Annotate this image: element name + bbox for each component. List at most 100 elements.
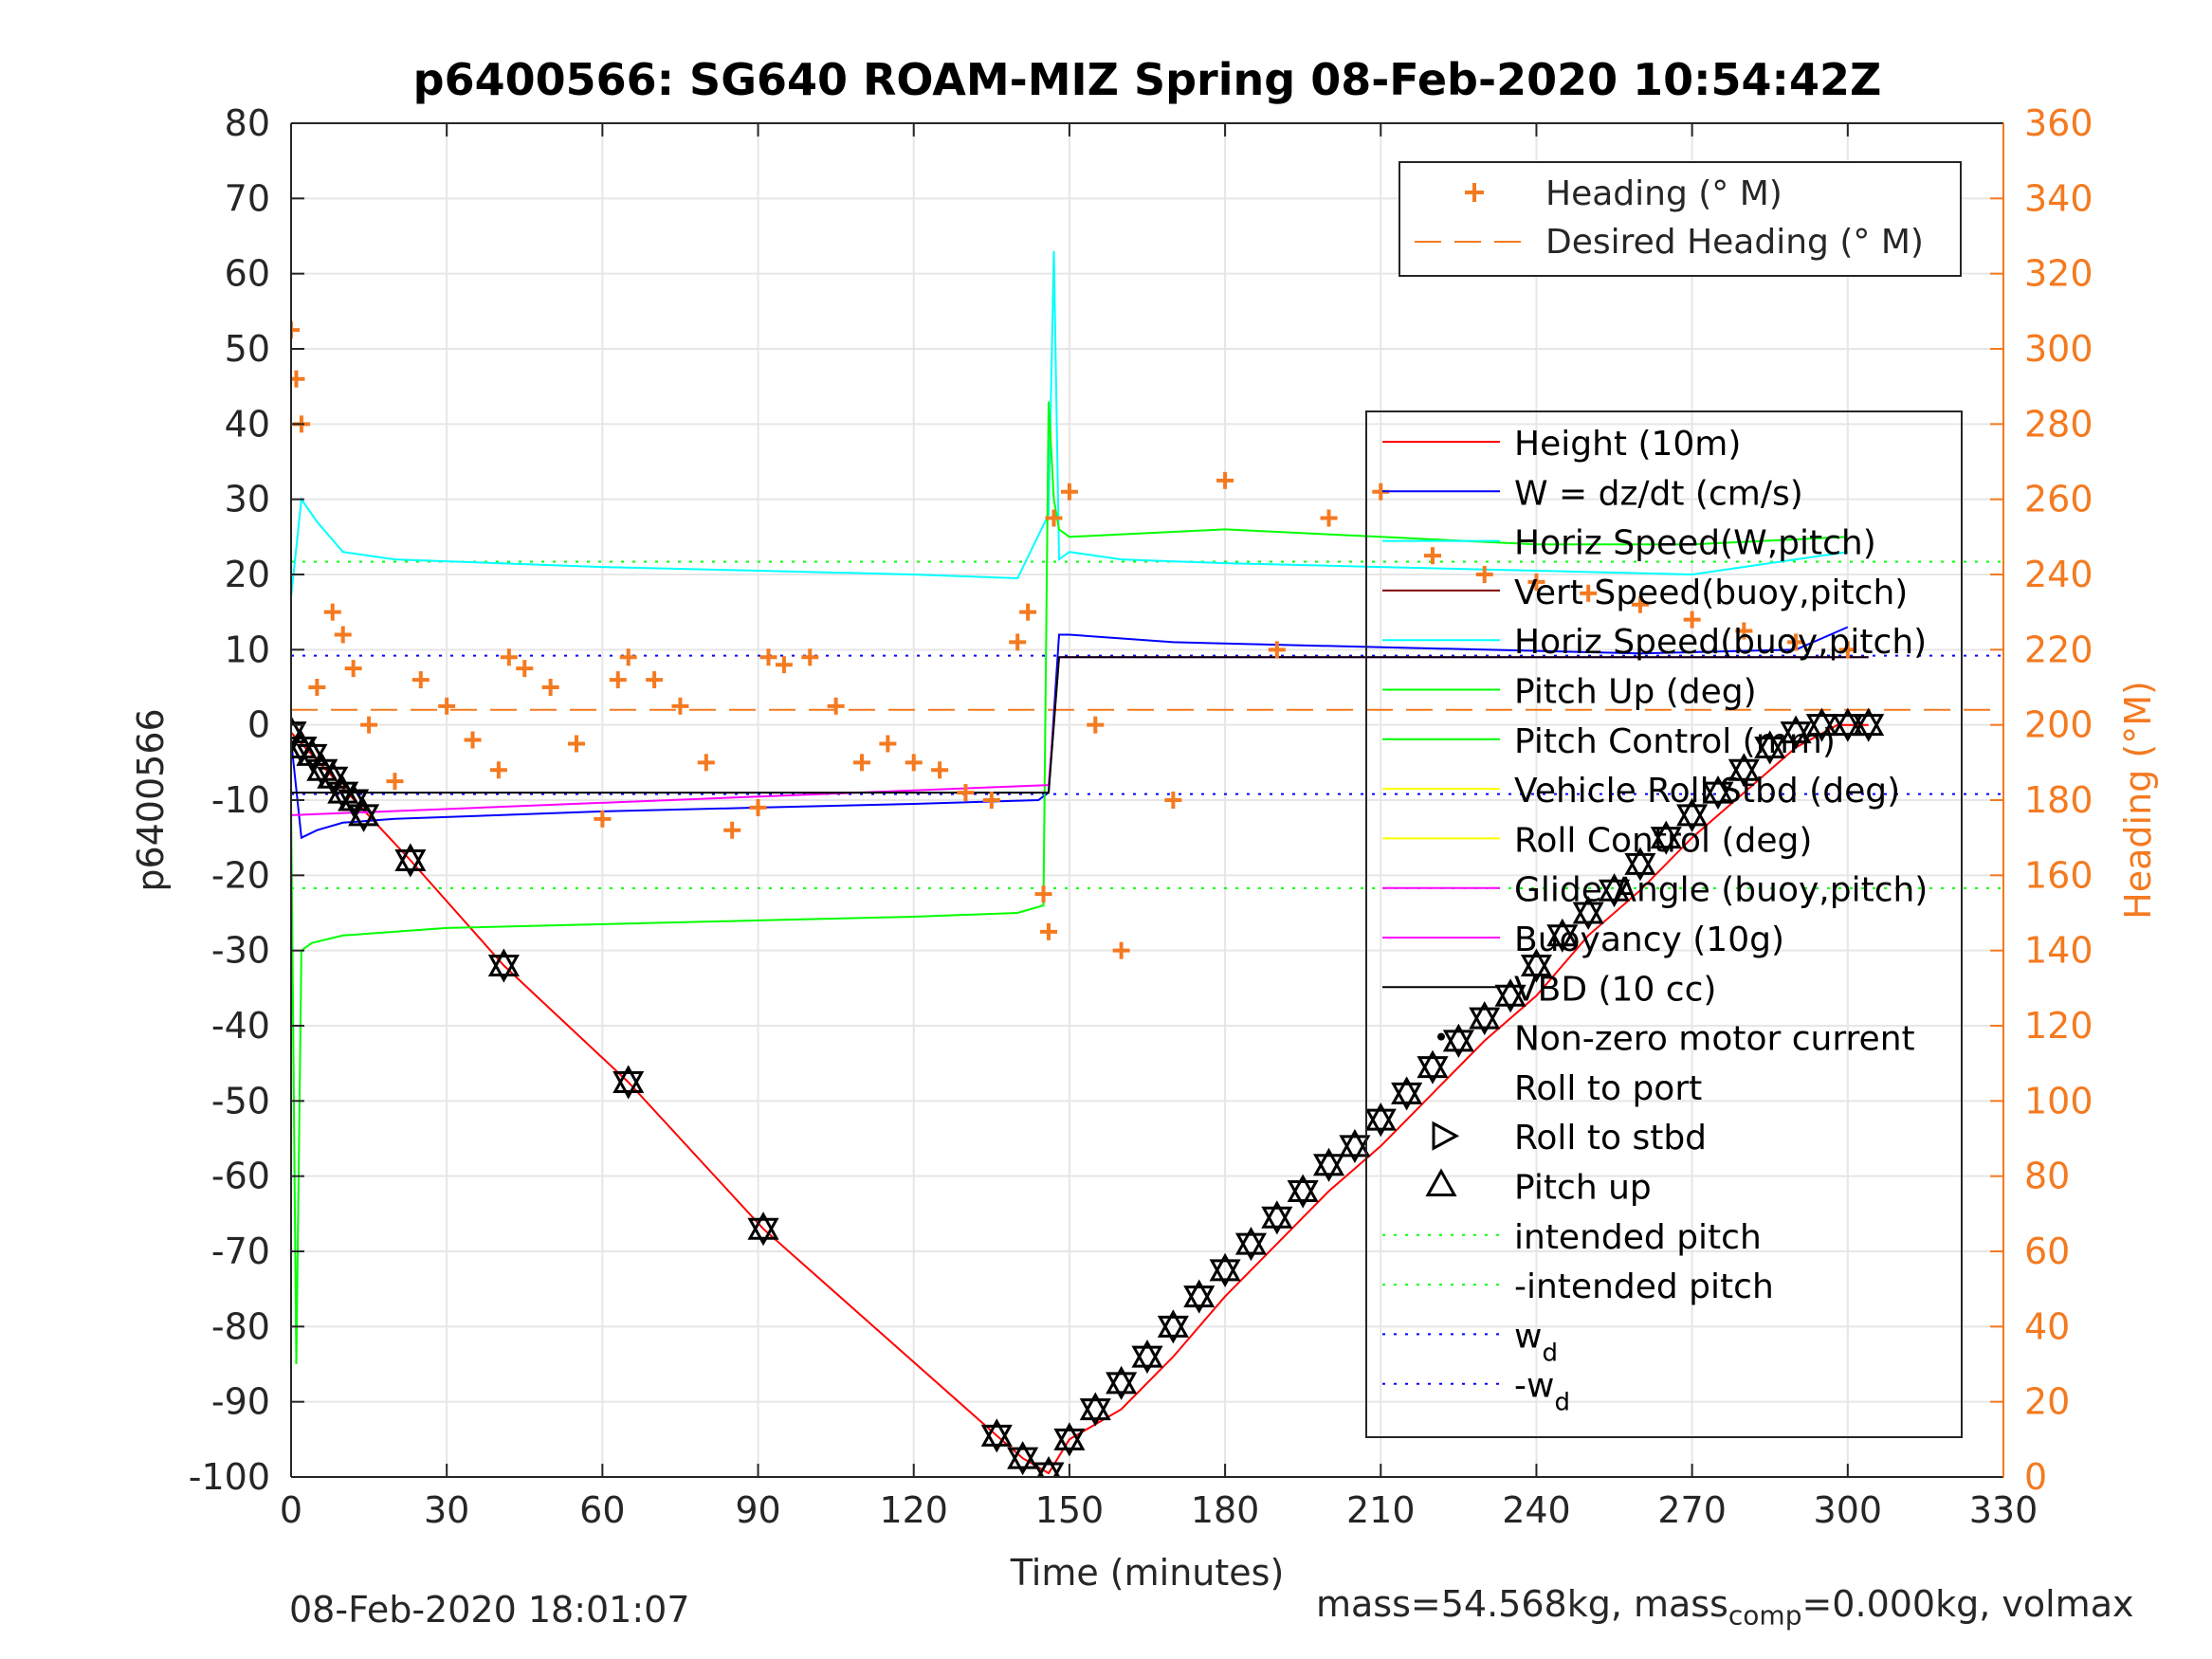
y2-tick-label: 220 xyxy=(2024,629,2093,670)
x-tick-label: 60 xyxy=(579,1489,625,1531)
y2-tick-label: 280 xyxy=(2024,403,2093,445)
pitch-up-marker xyxy=(1728,753,1760,788)
triangle-down xyxy=(394,848,427,878)
heading-point xyxy=(1045,509,1063,527)
heading-point xyxy=(500,648,518,666)
pitch-up-marker xyxy=(1520,948,1553,983)
heading-point xyxy=(438,697,456,715)
pitch-up-marker xyxy=(1754,730,1786,765)
heading-point xyxy=(1683,611,1701,629)
triangle-down xyxy=(1131,1345,1163,1375)
x-tick-label: 90 xyxy=(735,1489,780,1531)
footer-mass-sub: comp xyxy=(1728,1599,1802,1632)
heading-point xyxy=(1268,641,1286,659)
heading-point xyxy=(982,792,1000,809)
triangle-up xyxy=(1209,1252,1241,1282)
heading-point xyxy=(619,648,637,666)
heading-point xyxy=(386,773,404,791)
y-tick-label: -10 xyxy=(211,779,270,821)
triangle-down xyxy=(1209,1259,1241,1287)
series-line-5 xyxy=(291,401,1848,1365)
triangle-down xyxy=(1234,1232,1268,1262)
y-tick-label: -80 xyxy=(211,1305,270,1347)
legend-main-item-3: Vert Speed(buoy,pitch) xyxy=(1514,574,1908,612)
pitch-up-marker xyxy=(1832,707,1864,742)
triangle-up xyxy=(1157,1309,1189,1338)
triangle-up xyxy=(1624,847,1656,875)
y-tick-label: -30 xyxy=(211,930,270,972)
pitch-up-marker xyxy=(1805,707,1838,742)
triangle-up xyxy=(1131,1339,1163,1368)
triangle-up xyxy=(1598,873,1631,902)
pitch-up-marker xyxy=(612,1065,645,1100)
heading-point xyxy=(879,735,897,753)
triangle-down xyxy=(487,955,520,983)
y-tick-label: 40 xyxy=(225,403,270,445)
pitch-up-marker xyxy=(1183,1279,1216,1314)
y2-tick-label: 100 xyxy=(2024,1080,2093,1121)
triangle-down xyxy=(1364,1108,1397,1138)
triangle-down xyxy=(1287,1180,1319,1209)
pitch-up-marker xyxy=(1234,1226,1268,1262)
triangle-down xyxy=(1417,1056,1449,1085)
heading-point xyxy=(594,810,612,828)
y-tick-label: -50 xyxy=(211,1080,270,1121)
triangle-up xyxy=(1832,707,1864,737)
heading-point xyxy=(609,671,627,689)
heading-point xyxy=(1087,716,1105,734)
heading-point xyxy=(723,821,741,839)
heading-point xyxy=(1735,622,1753,640)
triangle-up xyxy=(612,1065,645,1093)
y-tick-label: 70 xyxy=(225,177,270,219)
pitch-up-marker xyxy=(1853,707,1885,742)
x-tick-label: 30 xyxy=(424,1489,469,1531)
pitch-up-marker xyxy=(1312,1147,1345,1182)
pitch-up-marker xyxy=(1469,1000,1501,1036)
triangle-down xyxy=(1650,827,1682,855)
legend-pitch-up-icon xyxy=(1425,1168,1457,1196)
heading-point xyxy=(334,626,352,644)
heading-point xyxy=(759,648,777,666)
y-tick-label: 10 xyxy=(225,629,270,670)
heading-point xyxy=(308,679,326,696)
triangle-up xyxy=(1572,895,1604,924)
y2-tick-label: 0 xyxy=(2024,1456,2047,1498)
series-line-2 xyxy=(291,250,1848,597)
reference-lines xyxy=(291,560,2003,889)
heading-point xyxy=(853,754,870,772)
legend-main-item-5: Pitch Up (deg) xyxy=(1514,673,1757,712)
pitch-up-marker xyxy=(1702,775,1734,811)
pitch-up-marker xyxy=(1650,820,1682,855)
triangle-down xyxy=(1832,714,1864,742)
pitch-up-marker xyxy=(747,1212,779,1247)
triangle-up xyxy=(394,843,427,871)
triangle-up xyxy=(1339,1128,1371,1158)
pitch-up-marker xyxy=(1442,1023,1474,1058)
heading-point xyxy=(464,731,482,749)
triangle-up xyxy=(1853,707,1885,737)
heading-point xyxy=(291,321,300,339)
triangle-up xyxy=(1728,753,1760,781)
heading-point xyxy=(749,798,767,816)
x-axis-label: Time (minutes) xyxy=(1010,1552,1285,1594)
triangle-down xyxy=(1261,1206,1293,1235)
pitch-up-marker xyxy=(1364,1103,1397,1138)
heading-point xyxy=(411,671,430,689)
pitch-up-marker xyxy=(348,797,380,832)
triangle-up xyxy=(1520,948,1553,977)
heading-point xyxy=(1060,483,1078,501)
heading-point xyxy=(1527,573,1545,591)
heading-point xyxy=(1580,584,1598,602)
triangle-up xyxy=(1007,1441,1039,1469)
y2-axis-label: Heading (°M) xyxy=(2117,681,2159,920)
legend-main-item-17: -intended pitch xyxy=(1514,1267,1774,1306)
triangle-down xyxy=(1598,879,1631,908)
triangle-down xyxy=(1033,1462,1065,1477)
pitch-up-marker xyxy=(1157,1309,1189,1344)
legend-main-item-6: Pitch Control (mm) xyxy=(1514,722,1836,761)
triangle-up xyxy=(747,1212,779,1240)
pitch-up-marker xyxy=(1131,1339,1163,1375)
y-tick-label: 80 xyxy=(225,102,270,144)
pitch-up-marker xyxy=(1624,847,1656,882)
triangle-down xyxy=(1312,1154,1345,1182)
